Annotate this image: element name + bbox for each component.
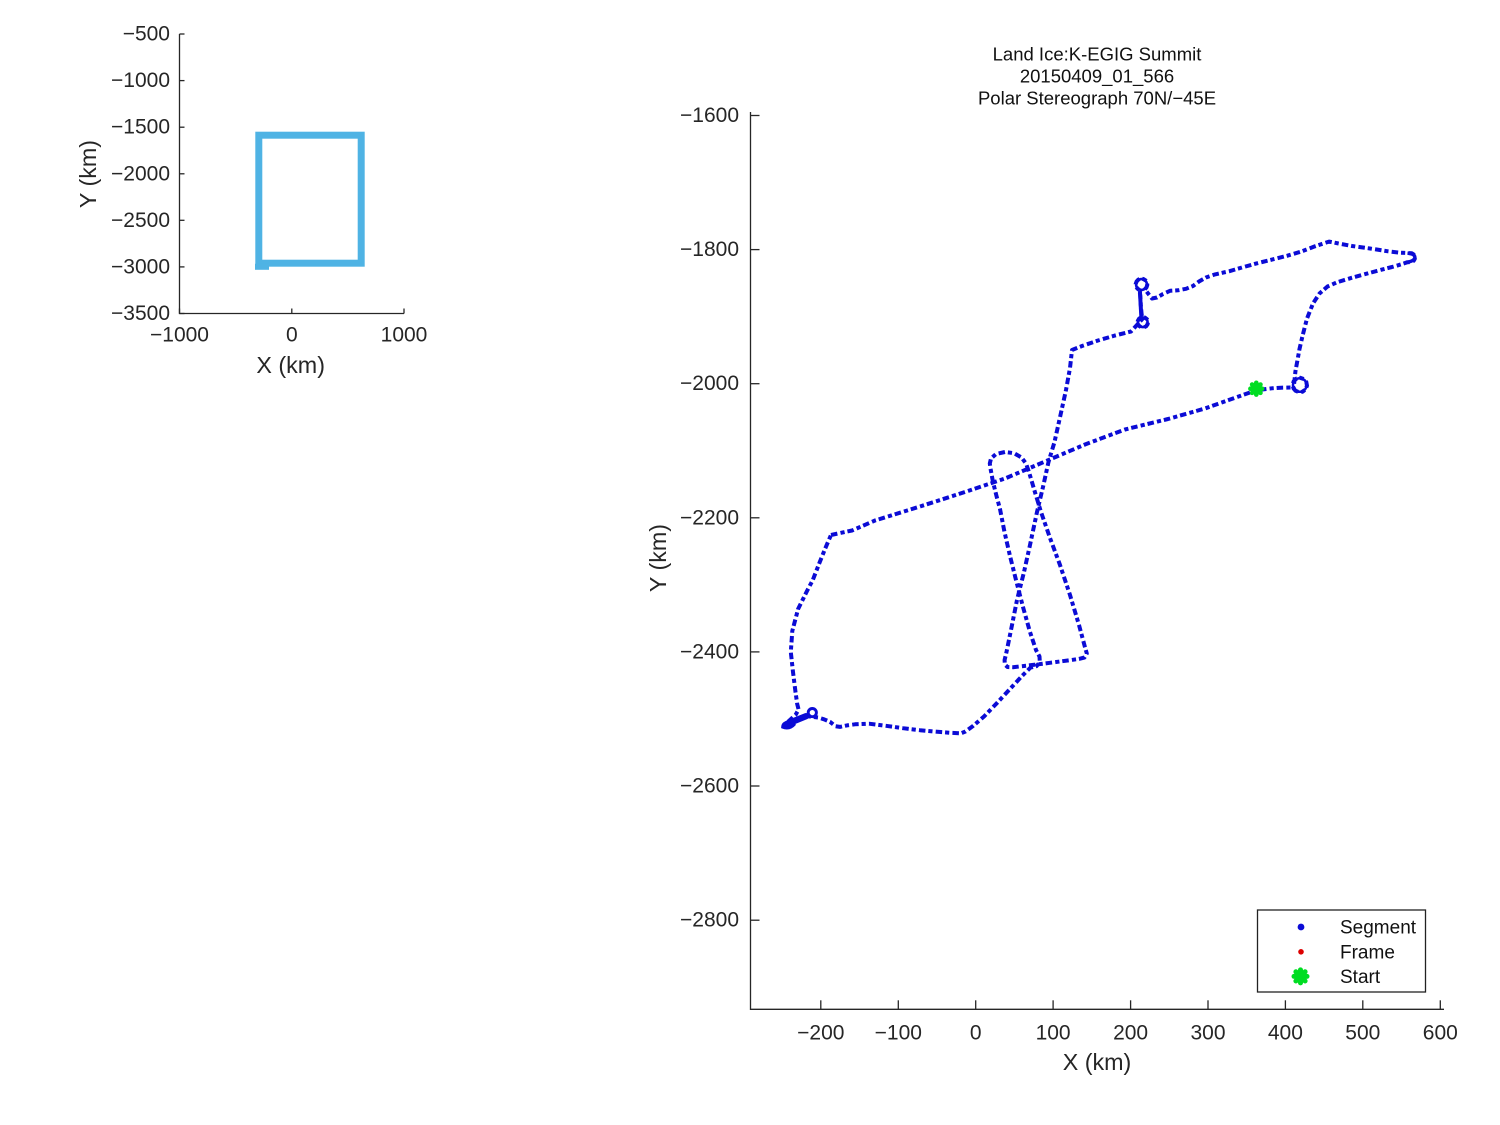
svg-text:0: 0: [286, 324, 298, 347]
svg-text:Polar Stereograph 70N/−45E: Polar Stereograph 70N/−45E: [978, 88, 1216, 109]
svg-text:600: 600: [1423, 1022, 1458, 1045]
svg-text:Frame: Frame: [1340, 942, 1395, 963]
svg-text:X (km): X (km): [1063, 1049, 1132, 1075]
svg-text:400: 400: [1268, 1022, 1303, 1045]
svg-text:Segment: Segment: [1340, 918, 1417, 939]
svg-text:−1800: −1800: [680, 238, 739, 261]
svg-text:−500: −500: [123, 23, 170, 46]
svg-text:−1000: −1000: [150, 324, 209, 347]
svg-text:300: 300: [1190, 1022, 1225, 1045]
svg-text:20150409_01_566: 20150409_01_566: [1020, 66, 1174, 88]
svg-text:−2500: −2500: [111, 209, 170, 232]
svg-text:−3500: −3500: [111, 302, 170, 325]
svg-text:Y (km): Y (km): [645, 524, 671, 592]
svg-text:Land Ice:K-EGIG Summit: Land Ice:K-EGIG Summit: [993, 44, 1202, 65]
svg-text:−2800: −2800: [680, 909, 739, 932]
svg-text:−3000: −3000: [111, 255, 170, 278]
svg-text:−100: −100: [875, 1022, 922, 1045]
svg-text:−1000: −1000: [111, 69, 170, 92]
svg-text:−1500: −1500: [111, 116, 170, 139]
svg-text:−2000: −2000: [111, 162, 170, 185]
svg-text:X (km): X (km): [256, 352, 325, 378]
svg-text:100: 100: [1036, 1022, 1071, 1045]
svg-text:−2000: −2000: [680, 372, 739, 395]
svg-text:500: 500: [1345, 1022, 1380, 1045]
svg-text:−2400: −2400: [680, 640, 739, 663]
svg-text:0: 0: [970, 1022, 982, 1045]
svg-text:Y (km): Y (km): [75, 140, 101, 208]
svg-text:−2200: −2200: [680, 506, 739, 529]
svg-text:−1600: −1600: [680, 104, 739, 127]
svg-text:−2600: −2600: [680, 775, 739, 798]
svg-text:1000: 1000: [381, 324, 428, 347]
svg-text:200: 200: [1113, 1022, 1148, 1045]
svg-text:−200: −200: [797, 1022, 844, 1045]
svg-text:Start: Start: [1340, 967, 1381, 988]
